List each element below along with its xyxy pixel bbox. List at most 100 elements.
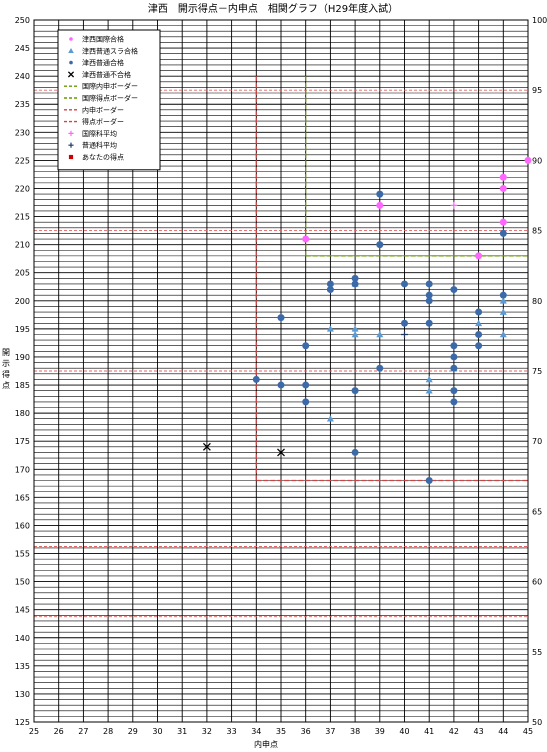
y-axis-label-char: 得 — [2, 369, 10, 379]
x-tick-label: 31 — [177, 727, 187, 736]
data-point — [376, 364, 384, 372]
legend-entry: 津西普通合格 — [82, 58, 124, 67]
data-point — [351, 325, 359, 332]
y-tick-label: 185 — [15, 381, 30, 390]
data-point — [425, 477, 433, 485]
data-point — [351, 387, 359, 395]
data-point — [302, 398, 310, 406]
y2-tick-label: 55 — [532, 648, 542, 657]
data-point — [425, 375, 433, 383]
x-tick-label: 25 — [29, 727, 39, 736]
data-point — [425, 291, 433, 299]
border-layer — [255, 76, 528, 482]
y-axis-label: 開示得点 — [2, 348, 10, 390]
y2-tick-label: 95 — [532, 86, 542, 95]
y2-tick-label: 100 — [532, 16, 547, 25]
legend-entry: 津西普通スラ合格 — [82, 46, 138, 55]
y2-tick-label: 50 — [532, 718, 542, 727]
legend-swatch — [68, 48, 74, 54]
legend-entry: 国際得点ボーダー — [82, 94, 138, 103]
legend-entry: 津西国際合格 — [82, 35, 124, 44]
data-point — [475, 342, 483, 350]
data-point — [376, 190, 384, 198]
plot-frame — [33, 19, 529, 723]
x-tick-label: 35 — [276, 727, 286, 736]
x-tick-label: 42 — [449, 727, 459, 736]
y-tick-label: 230 — [15, 128, 30, 137]
data-point — [499, 297, 507, 304]
y-tick-label: 245 — [15, 44, 30, 53]
legend: 津西国際合格津西普通スラ合格津西普通合格津西普通不合格国際内申ボーダー国際得点ボ… — [57, 29, 161, 171]
data-point — [450, 201, 458, 209]
legend-entry: 得点ボーダー — [82, 117, 124, 126]
x-tick-label: 44 — [498, 727, 508, 736]
data-point — [450, 364, 458, 372]
x-tick-label: 39 — [375, 727, 385, 736]
legend-entry: 普通科平均 — [82, 141, 117, 150]
chart-title: 津西 開示得点－内申点 相関グラフ（H29年度入試） — [148, 2, 398, 15]
data-point — [351, 274, 359, 282]
x-tick-label: 33 — [227, 727, 237, 736]
data-point — [499, 291, 507, 299]
data-point — [475, 330, 483, 338]
legend-entry: 国際内申ボーダー — [82, 82, 138, 91]
x-tick-label: 38 — [350, 727, 360, 736]
y-tick-label: 170 — [15, 465, 30, 474]
data-point — [252, 375, 260, 383]
data-point — [302, 381, 310, 389]
y-tick-label: 135 — [15, 662, 30, 671]
y-axis-label-char: 示 — [2, 359, 10, 368]
y-tick-label: 250 — [15, 16, 30, 25]
data-point — [450, 342, 458, 350]
data-point — [351, 330, 359, 338]
y-tick-label: 225 — [15, 156, 30, 165]
data-point — [425, 280, 433, 288]
data-point — [351, 280, 359, 288]
legend-swatch — [69, 37, 73, 41]
x-tick-label: 32 — [202, 727, 212, 736]
y2-tick-label: 80 — [532, 297, 542, 306]
data-point — [376, 201, 384, 209]
y-axis-label-char: 開 — [2, 348, 10, 357]
data-point — [499, 330, 507, 338]
x-tick-label: 29 — [128, 727, 138, 736]
y-tick-label: 235 — [15, 100, 30, 109]
y-tick-label: 205 — [15, 269, 30, 278]
x-tick-label: 43 — [474, 727, 484, 736]
y-tick-label: 160 — [15, 521, 30, 530]
data-point — [326, 325, 334, 332]
x-tick-label: 36 — [301, 727, 311, 736]
data-point — [499, 229, 507, 237]
y-tick-label: 140 — [15, 634, 30, 643]
data-point — [376, 330, 384, 338]
data-point — [499, 184, 507, 192]
legend-swatch — [68, 154, 74, 160]
data-point — [499, 308, 507, 315]
legend-swatch — [69, 60, 73, 65]
legend-box — [57, 29, 161, 171]
x-tick-label: 40 — [399, 727, 409, 736]
data-point — [351, 448, 359, 456]
y-tick-label: 130 — [15, 690, 30, 699]
data-point — [425, 319, 433, 327]
y-tick-label: 240 — [15, 72, 30, 81]
y2-tick-label: 90 — [532, 156, 542, 165]
y-tick-label: 195 — [15, 325, 30, 334]
y-tick-label: 155 — [15, 550, 30, 559]
data-point — [401, 319, 408, 327]
x-axis-label: 内申点 — [254, 739, 278, 749]
y-tick-label: 175 — [15, 437, 30, 446]
x-tick-label: 30 — [152, 727, 162, 736]
legend-entry: あなたの得点 — [82, 153, 124, 162]
data-point — [277, 314, 285, 322]
y2-tick-label: 85 — [532, 227, 542, 236]
legend-entry: 津西普通不合格 — [82, 70, 131, 79]
data-point — [277, 381, 285, 389]
axis-layer: 125 130 135 140 145 150 155 160 165 170 175 180 185 1… — [15, 16, 547, 736]
legend-swatch — [68, 130, 74, 136]
y2-tick-label: 65 — [532, 507, 542, 516]
legend-swatch — [68, 142, 74, 148]
data-point — [302, 342, 310, 350]
